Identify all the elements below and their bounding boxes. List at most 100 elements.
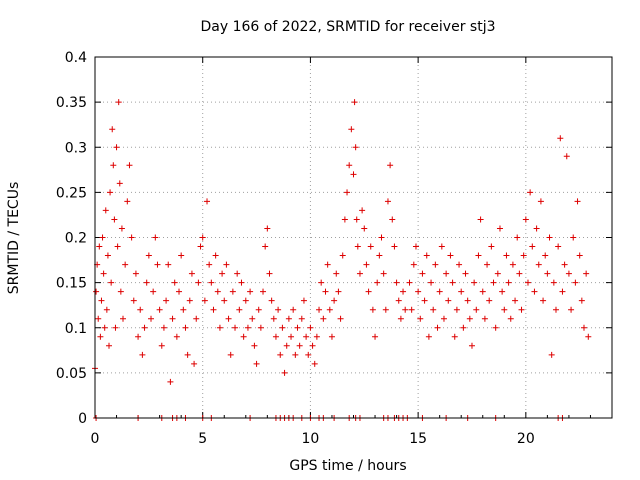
data-point [264, 225, 271, 232]
data-point [96, 243, 103, 250]
data-point [471, 279, 478, 286]
data-point [221, 297, 228, 304]
data-point [524, 279, 531, 286]
data-point [372, 333, 379, 340]
data-point [402, 306, 409, 313]
data-point [266, 270, 273, 277]
data-point [188, 270, 195, 277]
data-point [210, 306, 217, 313]
data-point [173, 333, 180, 340]
data-point [116, 180, 123, 187]
data-point [216, 324, 223, 331]
x-tick-label: 15 [409, 431, 427, 447]
data-point [570, 234, 577, 241]
data-point [115, 99, 122, 106]
data-point [242, 297, 249, 304]
data-point [393, 279, 400, 286]
data-point [445, 297, 452, 304]
data-point [113, 144, 120, 151]
data-point [552, 306, 559, 313]
data-point [109, 126, 116, 133]
data-point [328, 333, 335, 340]
data-point [283, 342, 290, 349]
data-point [268, 297, 275, 304]
data-point [326, 306, 333, 313]
data-point [529, 243, 536, 250]
data-point [419, 270, 426, 277]
y-tick-label: 0.1 [65, 321, 87, 337]
data-point [270, 315, 277, 322]
data-point [376, 252, 383, 259]
data-point [120, 315, 127, 322]
data-point [443, 270, 450, 277]
data-point [384, 198, 391, 205]
data-point [322, 288, 329, 295]
data-point [111, 216, 118, 223]
data-point [249, 315, 256, 322]
data-point [572, 279, 579, 286]
data-point [316, 306, 323, 313]
data-point [337, 315, 344, 322]
data-point [548, 351, 555, 358]
data-point [251, 342, 258, 349]
data-point [114, 243, 121, 250]
data-point [449, 279, 456, 286]
data-point [307, 324, 314, 331]
data-point [275, 306, 282, 313]
data-point [97, 333, 104, 340]
data-point [165, 261, 172, 268]
data-point [182, 324, 189, 331]
data-point [137, 306, 144, 313]
data-point [311, 360, 318, 367]
y-tick-label: 0.15 [56, 276, 87, 292]
data-point [389, 216, 396, 223]
data-point [132, 270, 139, 277]
data-point [361, 225, 368, 232]
data-point [417, 315, 424, 322]
y-tick-label: 0.4 [65, 50, 87, 66]
data-point [118, 225, 125, 232]
x-tick-label: 0 [91, 431, 100, 447]
data-point [387, 162, 394, 169]
data-point [281, 369, 288, 376]
data-point [112, 324, 119, 331]
data-point [557, 135, 564, 142]
data-point [527, 189, 534, 196]
data-point [124, 198, 131, 205]
data-point [186, 297, 193, 304]
data-point [507, 315, 514, 322]
data-point [531, 288, 538, 295]
data-point [514, 234, 521, 241]
data-point [576, 252, 583, 259]
data-point [191, 360, 198, 367]
data-point [481, 315, 488, 322]
data-point [206, 261, 213, 268]
data-point [331, 297, 338, 304]
data-point [346, 162, 353, 169]
data-point [333, 270, 340, 277]
data-point [212, 252, 219, 259]
data-point [225, 315, 232, 322]
data-point [353, 216, 360, 223]
data-point [99, 234, 106, 241]
data-point [535, 261, 542, 268]
data-point [494, 270, 501, 277]
data-point [300, 297, 307, 304]
data-point [234, 270, 241, 277]
data-point [380, 270, 387, 277]
data-point [143, 279, 150, 286]
data-point [400, 288, 407, 295]
data-point [171, 279, 178, 286]
data-point [583, 270, 590, 277]
data-point [208, 279, 215, 286]
data-point [244, 324, 251, 331]
data-point [260, 288, 267, 295]
data-point [101, 324, 108, 331]
data-point [434, 324, 441, 331]
x-tick-label: 10 [302, 431, 320, 447]
data-point [518, 306, 525, 313]
data-point [378, 234, 385, 241]
data-point [184, 351, 191, 358]
data-point [255, 306, 262, 313]
